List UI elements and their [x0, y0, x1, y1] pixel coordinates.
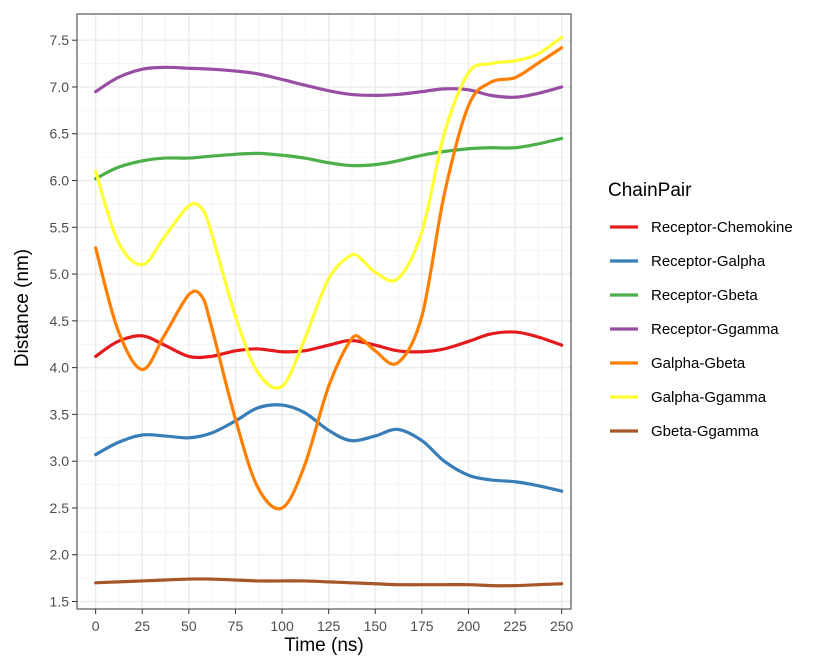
legend: ChainPair Receptor-Chemokine Receptor-Gal… — [608, 180, 793, 440]
x-tick-label: 150 — [364, 618, 388, 634]
legend-item-receptor-gbeta: Receptor-Gbeta — [610, 287, 758, 304]
x-axis-title: Time (ns) — [284, 635, 364, 656]
y-tick-label: 2.0 — [50, 547, 70, 563]
x-tick-label: 0 — [92, 618, 100, 634]
legend-label: Galpha-Ggamma — [651, 389, 767, 406]
series-line-galpha-ggamma — [94, 35, 564, 390]
x-tick-label: 125 — [317, 618, 341, 634]
legend-label: Receptor-Ggamma — [651, 321, 779, 338]
y-tick-label: 1.5 — [50, 594, 70, 610]
legend-item-galpha-gbeta: Galpha-Gbeta — [610, 355, 746, 372]
y-axis-title: Distance (nm) — [12, 249, 33, 367]
legend-label: Galpha-Gbeta — [651, 355, 746, 372]
legend-items: Receptor-Chemokine Receptor-Galpha Recepto… — [610, 219, 793, 440]
legend-item-receptor-chemokine: Receptor-Chemokine — [610, 219, 793, 236]
major-gridlines — [77, 14, 571, 609]
x-axis-ticks: 0 25 50 75 100 125 150 175 200 225 250 — [92, 609, 574, 634]
y-tick-label: 4.5 — [50, 313, 70, 329]
legend-label: Receptor-Chemokine — [651, 219, 793, 236]
x-tick-label: 100 — [270, 618, 294, 634]
y-tick-label: 2.5 — [50, 500, 70, 516]
legend-label: Gbeta-Ggamma — [651, 423, 759, 440]
plot-panel — [77, 14, 571, 609]
y-tick-label: 7.0 — [50, 79, 70, 95]
legend-item-gbeta-ggamma: Gbeta-Ggamma — [610, 423, 759, 440]
y-tick-label: 6.0 — [50, 173, 70, 189]
y-tick-label: 3.5 — [50, 406, 70, 422]
y-axis-ticks: 1.5 2.0 2.5 3.0 3.5 4.0 4.5 5.0 5.5 6.0 6.5 7.0 7.5 — [50, 32, 77, 610]
y-tick-label: 4.0 — [50, 360, 70, 376]
legend-title: ChainPair — [608, 180, 692, 201]
x-tick-label: 175 — [410, 618, 434, 634]
series-line-receptor-galpha — [94, 403, 564, 493]
legend-item-galpha-ggamma: Galpha-Ggamma — [610, 389, 767, 406]
y-tick-label: 5.5 — [50, 219, 70, 235]
legend-label: Receptor-Galpha — [651, 253, 766, 270]
x-tick-label: 225 — [503, 618, 527, 634]
series-lines — [94, 35, 564, 588]
series-line-receptor-ggamma — [94, 65, 564, 99]
series-line-receptor-gbeta — [94, 136, 564, 181]
y-tick-label: 3.0 — [50, 453, 70, 469]
legend-item-receptor-ggamma: Receptor-Ggamma — [610, 321, 779, 338]
x-tick-label: 25 — [134, 618, 150, 634]
x-tick-label: 200 — [457, 618, 481, 634]
series-line-gbeta-ggamma — [94, 577, 564, 588]
y-tick-label: 7.5 — [50, 32, 70, 48]
y-tick-label: 6.5 — [50, 126, 70, 142]
series-line-receptor-chemokine — [94, 330, 564, 360]
x-tick-label: 50 — [181, 618, 197, 634]
legend-item-receptor-galpha: Receptor-Galpha — [610, 253, 766, 270]
legend-label: Receptor-Gbeta — [651, 287, 758, 304]
y-tick-label: 5.0 — [50, 266, 70, 282]
x-tick-label: 250 — [550, 618, 574, 634]
x-tick-label: 75 — [228, 618, 244, 634]
plot-border — [76, 13, 572, 610]
series-line-galpha-gbeta — [94, 46, 564, 511]
